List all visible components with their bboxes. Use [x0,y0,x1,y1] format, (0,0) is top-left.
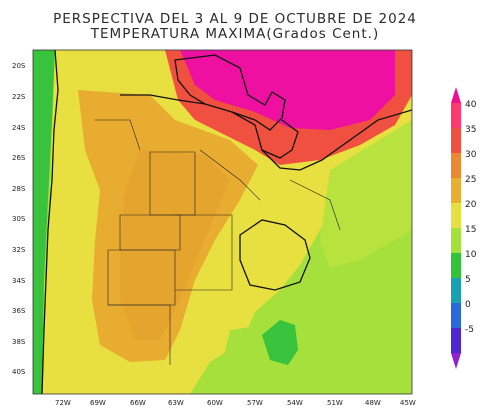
colorbar-segment [451,303,461,328]
colorbar-segment [451,253,461,278]
hot-zone-40 [180,50,395,130]
colorbar-label: 35 [465,125,476,135]
lat-tick: 30S [12,215,26,223]
colorbar-label: 0 [465,300,471,310]
lat-tick: 22S [12,93,26,101]
lat-tick: 20S [12,62,26,70]
map-frame [32,49,413,395]
map-subtitle: TEMPERATURA MAXIMA(Grados Cent.) [90,26,380,42]
lat-tick: 24S [12,124,26,132]
colorbar-legend: 40 35 30 25 20 15 10 5 0 -5 [451,87,477,369]
colorbar-bottom-arrow [451,353,461,369]
temperature-field [33,50,412,394]
lon-tick: 72W [55,399,71,407]
colorbar-segment [451,153,461,178]
coast-mild-zone [320,120,412,268]
longitude-axis: 72W 69W 66W 63W 60W 57W 54W 51W 48W 45W [55,399,416,407]
lat-tick: 38S [12,338,26,346]
colorbar-segment [451,178,461,203]
latitude-axis: 20S 22S 24S 26S 28S 30S 32S 34S 36S 38S … [12,62,26,376]
lon-tick: 66W [130,399,146,407]
colorbar-top-arrow [451,87,461,103]
lon-tick: 48W [365,399,381,407]
colorbar-segment [451,203,461,228]
lon-tick: 60W [207,399,223,407]
colorbar-label: 5 [465,275,471,285]
lon-tick: 51W [327,399,343,407]
hot-zone-inner [120,150,230,340]
lat-tick: 40S [12,368,26,376]
colorbar-label: 20 [465,200,477,210]
province-borders [95,119,341,365]
south-coast-green [262,320,298,365]
colorbar-label: 10 [465,250,477,260]
colorbar-segment [451,128,461,153]
map-title: PERSPECTIVA DEL 3 AL 9 DE OCTUBRE DE 202… [53,11,417,27]
lon-tick: 69W [90,399,106,407]
colorbar-segment [451,278,461,303]
lat-tick: 34S [12,277,26,285]
colorbar-label: 25 [465,175,476,185]
colorbar-label: 30 [465,150,477,160]
lon-tick: 45W [400,399,416,407]
lon-tick: 57W [247,399,263,407]
colorbar-segment [451,328,461,353]
colorbar-segment [451,228,461,253]
colorbar-label: 40 [465,100,477,110]
colorbar-label: 15 [465,225,476,235]
colorbar-segment [451,103,461,128]
country-borders [41,50,412,394]
lat-tick: 28S [12,185,26,193]
lon-tick: 54W [287,399,303,407]
colorbar-label: -5 [465,325,474,335]
lat-tick: 26S [12,154,26,162]
south-cool-zone [215,312,412,394]
lat-tick: 36S [12,307,26,315]
lon-tick: 63W [168,399,184,407]
pacific-cool-zone [33,50,55,394]
lat-tick: 32S [12,246,26,254]
